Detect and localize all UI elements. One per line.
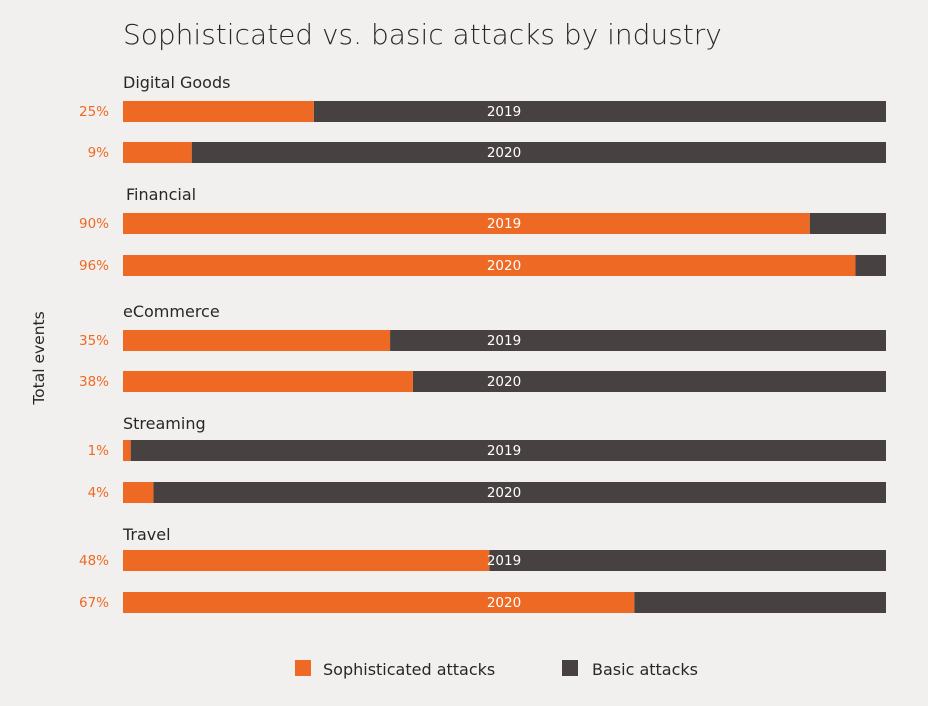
- category-label-financial: Financial: [126, 185, 196, 204]
- year-label-streaming-2020: 2020: [487, 485, 521, 501]
- bar-basic-travel-2020: [634, 592, 886, 613]
- percent-label-digital-goods-2019: 25%: [79, 104, 109, 120]
- percent-label-streaming-2019: 1%: [88, 443, 110, 459]
- bar-basic-streaming-2019: [130, 440, 886, 461]
- bar-sophisticated-digital-goods-2020: [123, 142, 192, 163]
- percent-label-travel-2020: 67%: [79, 595, 109, 611]
- category-label-ecommerce: eCommerce: [123, 302, 220, 321]
- bar-sophisticated-streaming-2019: [123, 440, 131, 461]
- percent-label-ecommerce-2020: 38%: [79, 374, 109, 390]
- category-label-digital-goods: Digital Goods: [123, 73, 230, 92]
- legend: Sophisticated attacks Basic attacks: [295, 660, 698, 679]
- category-label-travel: Travel: [122, 525, 171, 544]
- bar-basic-financial-2019: [809, 213, 886, 234]
- year-label-digital-goods-2019: 2019: [487, 104, 521, 120]
- bar-basic-digital-goods-2019: [313, 101, 886, 122]
- bars-area: Digital Goods 25% 2019 9% 2020 Financial 90% 20…: [79, 73, 887, 613]
- year-label-financial-2019: 2019: [487, 216, 521, 232]
- chart-title: Sophisticated vs. basic attacks by indus…: [123, 18, 722, 51]
- percent-label-financial-2020: 96%: [79, 258, 109, 274]
- bar-sophisticated-digital-goods-2019: [123, 101, 314, 122]
- percent-label-ecommerce-2019: 35%: [79, 333, 109, 349]
- percent-label-digital-goods-2020: 9%: [88, 145, 110, 161]
- bar-basic-digital-goods-2020: [191, 142, 887, 163]
- year-label-financial-2020: 2020: [487, 258, 521, 274]
- category-label-streaming: Streaming: [123, 414, 206, 433]
- bar-sophisticated-ecommerce-2019: [123, 330, 391, 351]
- bar-basic-ecommerce-2020: [412, 371, 886, 392]
- year-label-ecommerce-2020: 2020: [487, 374, 521, 390]
- legend-label-basic: Basic attacks: [592, 660, 698, 679]
- legend-label-sophisticated: Sophisticated attacks: [323, 660, 495, 679]
- legend-swatch-sophisticated: [295, 660, 311, 676]
- bar-sophisticated-streaming-2020: [123, 482, 154, 503]
- percent-label-streaming-2020: 4%: [88, 485, 110, 501]
- bar-sophisticated-financial-2019: [123, 213, 810, 234]
- bar-basic-ecommerce-2019: [390, 330, 886, 351]
- bar-basic-financial-2020: [855, 255, 886, 276]
- year-label-travel-2019: 2019: [487, 553, 521, 569]
- percent-label-travel-2019: 48%: [79, 553, 109, 569]
- year-label-travel-2020: 2020: [487, 595, 521, 611]
- bar-sophisticated-ecommerce-2020: [123, 371, 413, 392]
- legend-swatch-basic: [562, 660, 578, 676]
- year-label-streaming-2019: 2019: [487, 443, 521, 459]
- bar-basic-streaming-2020: [153, 482, 886, 503]
- year-label-ecommerce-2019: 2019: [487, 333, 521, 349]
- bar-sophisticated-financial-2020: [123, 255, 856, 276]
- bar-basic-travel-2019: [489, 550, 886, 571]
- percent-label-financial-2019: 90%: [79, 216, 109, 232]
- bar-sophisticated-travel-2020: [123, 592, 635, 613]
- year-label-digital-goods-2020: 2020: [487, 145, 521, 161]
- y-axis-label: Total events: [30, 311, 48, 405]
- bar-sophisticated-travel-2019: [123, 550, 490, 571]
